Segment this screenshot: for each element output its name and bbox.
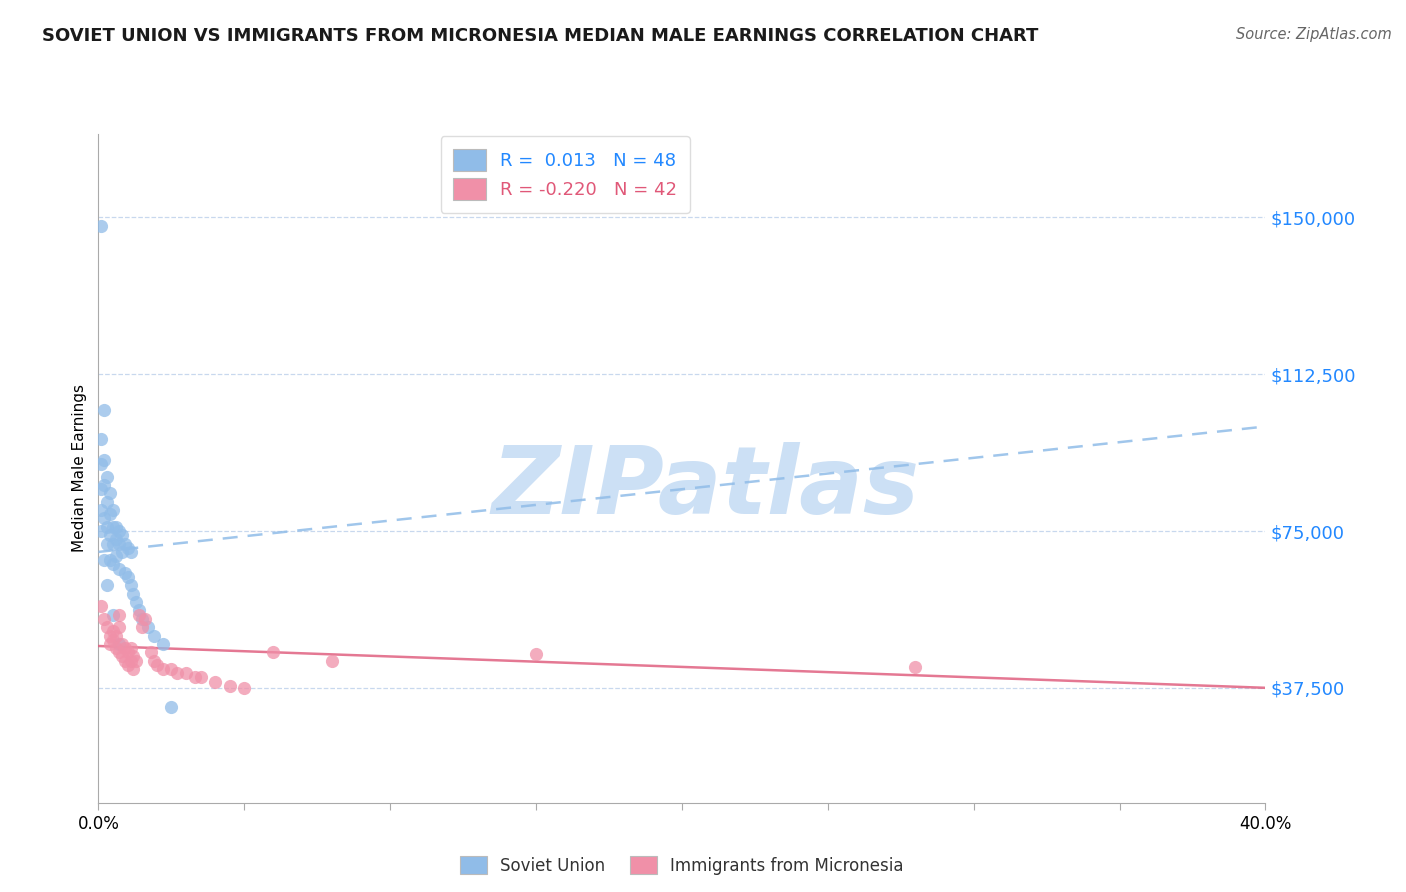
Point (101, 607, 124, 622)
Point (160, 699, 183, 714)
Point (101, 624, 124, 639)
Point (114, 654, 136, 668)
Point (114, 536, 136, 550)
Point (152, 662, 174, 676)
Point (108, 637, 131, 651)
Point (125, 595, 148, 609)
Point (104, 641, 127, 656)
Point (104, 533, 127, 547)
Point (120, 641, 142, 656)
Point (204, 674, 226, 689)
Point (117, 541, 139, 555)
Point (108, 524, 131, 538)
Point (108, 607, 131, 622)
Point (96, 536, 118, 550)
Point (108, 645, 131, 659)
Point (104, 628, 127, 642)
Point (101, 536, 124, 550)
Point (98, 508, 121, 522)
Point (98, 528, 121, 542)
Point (90, 503, 112, 517)
Text: ZIPatlas: ZIPatlas (491, 442, 920, 534)
Point (98, 486, 121, 500)
Point (104, 549, 127, 563)
Point (90, 524, 112, 538)
Point (152, 637, 174, 651)
Point (98, 628, 121, 642)
Point (111, 528, 134, 542)
Point (93, 553, 115, 567)
Point (139, 645, 162, 659)
Point (108, 562, 131, 576)
Y-axis label: Median Male Earnings: Median Male Earnings (72, 384, 87, 552)
Point (131, 612, 153, 626)
Point (125, 654, 148, 668)
Point (96, 578, 118, 592)
Point (114, 566, 136, 580)
Point (90, 599, 112, 614)
Point (128, 603, 150, 617)
Point (904, 660, 927, 674)
Point (96, 520, 118, 534)
Point (108, 620, 131, 634)
Text: SOVIET UNION VS IMMIGRANTS FROM MICRONESIA MEDIAN MALE EARNINGS CORRELATION CHAR: SOVIET UNION VS IMMIGRANTS FROM MICRONES… (42, 27, 1039, 45)
Point (142, 628, 165, 642)
Point (190, 670, 212, 684)
Point (117, 645, 139, 659)
Point (90, 432, 112, 446)
Point (98, 553, 121, 567)
Point (101, 520, 124, 534)
Point (90, 219, 112, 233)
Point (96, 620, 118, 634)
Text: Source: ZipAtlas.com: Source: ZipAtlas.com (1236, 27, 1392, 42)
Point (120, 545, 142, 559)
Point (111, 649, 134, 664)
Point (93, 612, 115, 626)
Point (108, 536, 131, 550)
Point (96, 494, 118, 508)
Point (120, 578, 142, 592)
Legend: Soviet Union, Immigrants from Micronesia: Soviet Union, Immigrants from Micronesia (453, 849, 911, 881)
Point (111, 545, 134, 559)
Point (117, 657, 139, 672)
Point (90, 482, 112, 496)
Point (111, 637, 134, 651)
Point (104, 520, 127, 534)
Point (101, 558, 124, 572)
Point (122, 662, 145, 676)
Point (134, 612, 156, 626)
Point (93, 511, 115, 525)
Point (120, 654, 142, 668)
Point (524, 648, 547, 662)
Point (122, 587, 145, 601)
Point (131, 620, 153, 634)
Point (93, 478, 115, 492)
Point (117, 570, 139, 584)
Point (101, 503, 124, 517)
Point (93, 402, 115, 417)
Point (101, 632, 124, 647)
Point (183, 670, 205, 684)
Point (136, 620, 159, 634)
Point (262, 645, 284, 659)
Point (218, 679, 240, 693)
Point (233, 681, 256, 695)
Point (90, 457, 112, 471)
Point (114, 641, 136, 656)
Point (98, 637, 121, 651)
Point (93, 453, 115, 467)
Point (174, 666, 197, 681)
Point (166, 666, 188, 681)
Point (122, 649, 145, 664)
Point (146, 657, 169, 672)
Point (128, 607, 150, 622)
Point (160, 662, 183, 676)
Point (96, 469, 118, 483)
Point (142, 654, 165, 668)
Point (321, 654, 343, 668)
